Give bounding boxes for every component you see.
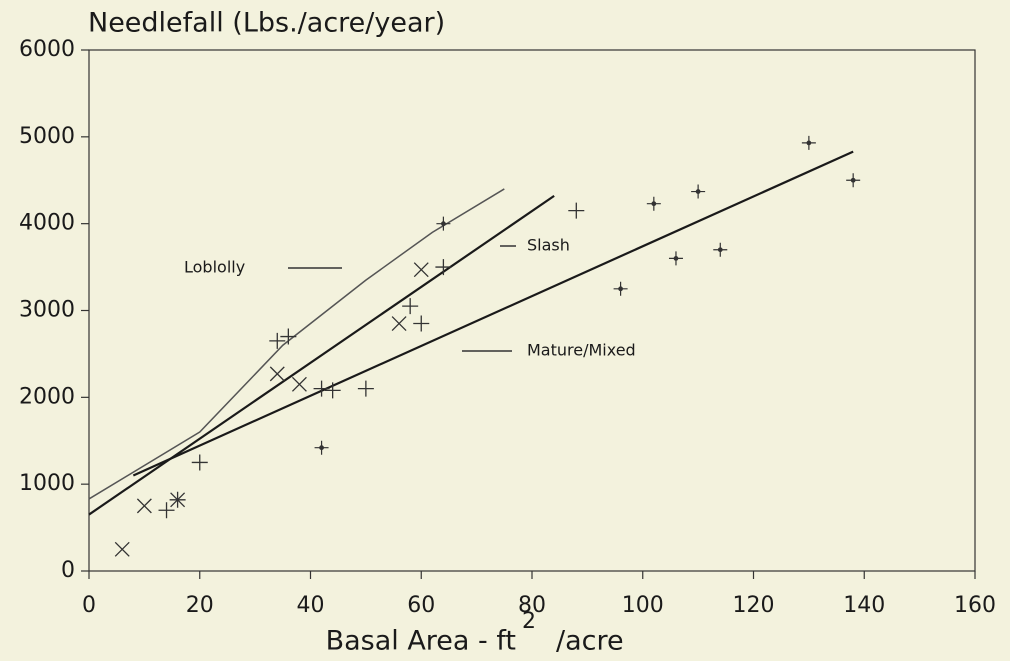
- x-axis-label: Basal Area - ft: [326, 626, 516, 657]
- point-dotplus: [668, 251, 683, 266]
- point-x: [136, 498, 152, 514]
- point-plus: [435, 259, 452, 276]
- x-tick-label: 60: [407, 593, 435, 618]
- point-dotplus: [846, 173, 861, 188]
- point-plus: [158, 502, 175, 519]
- x-tick-label: 40: [297, 593, 325, 618]
- y-tick-label: 3000: [19, 298, 75, 323]
- point-dotplus: [436, 216, 451, 231]
- y-tick-label: 6000: [19, 37, 75, 62]
- point-plus: [413, 315, 430, 332]
- point-dotplus: [691, 184, 706, 199]
- point-plus: [568, 202, 585, 219]
- x-tick-label: 160: [954, 593, 996, 618]
- point-plus: [269, 332, 286, 349]
- point-plus: [280, 328, 297, 345]
- point-plus: [191, 454, 208, 471]
- point-dotplus: [801, 135, 816, 150]
- x-tick-label: 80: [518, 593, 546, 618]
- chart-title: Needlefall (Lbs./acre/year): [88, 8, 445, 39]
- x-tick-label: 120: [733, 593, 775, 618]
- series-label: Loblolly: [184, 258, 245, 277]
- point-dotplus: [713, 242, 728, 257]
- x-tick-label: 140: [843, 593, 885, 618]
- y-tick-label: 2000: [19, 384, 75, 409]
- series-label: Slash: [527, 236, 570, 255]
- point-plus: [313, 380, 330, 397]
- point-dotplus: [613, 281, 628, 296]
- series-label: Mature/Mixed: [527, 341, 636, 360]
- x-axis-label-end: /acre: [556, 626, 624, 657]
- y-tick-label: 1000: [19, 471, 75, 496]
- point-x: [291, 376, 307, 392]
- point-x: [114, 541, 130, 557]
- point-plus: [357, 380, 374, 397]
- point-dotplus: [646, 196, 661, 211]
- point-plus: [169, 491, 186, 508]
- point-x: [413, 262, 429, 278]
- x-tick-label: 100: [622, 593, 664, 618]
- series-line: [132, 150, 854, 477]
- x-tick-label: 20: [186, 593, 214, 618]
- x-tick-label: 0: [82, 593, 96, 618]
- point-x: [391, 316, 407, 331]
- y-tick-label: 0: [61, 558, 75, 583]
- point-dotplus: [314, 440, 329, 455]
- point-x: [269, 366, 285, 382]
- x-axis-label-sup: 2: [522, 609, 536, 634]
- y-tick-label: 4000: [19, 211, 75, 236]
- point-plus: [324, 382, 341, 399]
- y-tick-label: 5000: [19, 124, 75, 149]
- point-plus: [402, 298, 419, 315]
